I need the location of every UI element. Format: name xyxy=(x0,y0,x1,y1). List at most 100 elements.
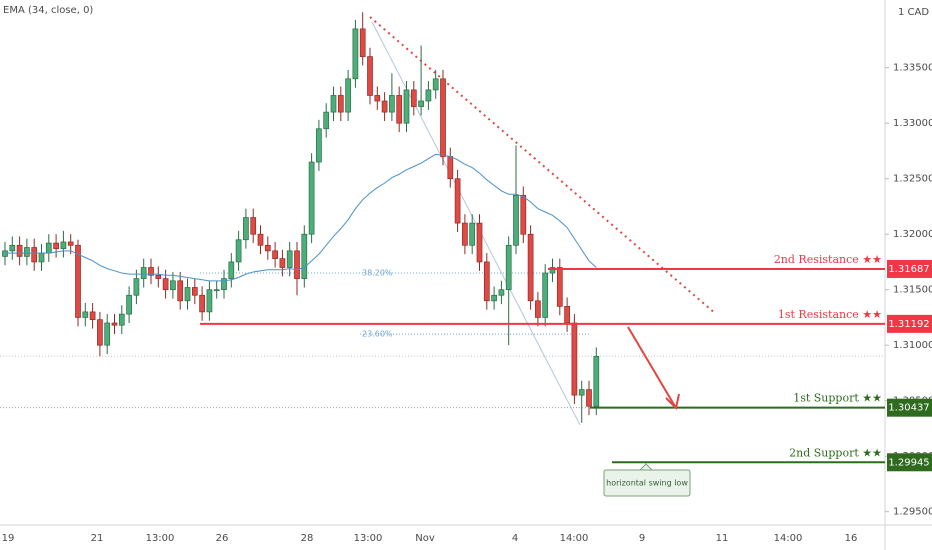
candle-body xyxy=(396,95,403,124)
candle-body xyxy=(374,95,381,102)
candle-body xyxy=(491,294,497,302)
candle-body xyxy=(578,389,585,396)
candle-body xyxy=(571,322,578,396)
price-box xyxy=(887,453,932,472)
ema-line xyxy=(5,153,597,282)
candle-body xyxy=(549,267,556,274)
candle-body xyxy=(264,244,271,252)
candle-body xyxy=(111,322,118,326)
fib-label: 23.60% xyxy=(362,330,393,339)
candle-body xyxy=(9,244,16,252)
candle-body xyxy=(257,233,264,246)
candle-body xyxy=(75,244,81,318)
candle-body xyxy=(60,241,67,249)
x-tick-label: 19 xyxy=(2,533,15,544)
x-tick-label: 11 xyxy=(716,533,729,544)
x-tick-label: 26 xyxy=(216,533,229,544)
x-tick-label: 13:00 xyxy=(354,533,383,544)
candle-body xyxy=(483,261,490,302)
candle-body xyxy=(403,89,410,124)
candle-body xyxy=(381,100,388,113)
currency-label: 1 CAD xyxy=(898,7,929,18)
fib-base-line xyxy=(371,21,581,426)
candle-body xyxy=(425,89,432,102)
candle-body xyxy=(535,300,541,318)
candle-body xyxy=(221,278,227,291)
price-box xyxy=(887,398,932,417)
candle-body xyxy=(184,287,191,302)
candle-body xyxy=(38,252,45,263)
candle-body xyxy=(235,239,242,263)
candle-body xyxy=(359,28,366,57)
price-box-label: 1.30437 xyxy=(888,403,929,414)
candle-body xyxy=(162,278,169,291)
note-pointer xyxy=(639,463,653,471)
candle-body xyxy=(272,250,278,259)
candle-body xyxy=(527,233,534,302)
x-tick-label: 21 xyxy=(91,533,104,544)
candle-body xyxy=(250,217,257,235)
note-box xyxy=(603,469,691,497)
candle-body xyxy=(279,258,286,268)
candle-body xyxy=(301,233,308,279)
candle-body xyxy=(337,95,344,113)
candle-body xyxy=(367,56,373,96)
candle-body xyxy=(476,222,483,263)
candle-body xyxy=(45,242,52,254)
candle-body xyxy=(31,247,38,263)
candle-body xyxy=(330,95,337,113)
x-tick-label: 13:00 xyxy=(146,533,175,544)
x-tick-label: 4 xyxy=(512,533,518,544)
candle-body xyxy=(454,178,461,224)
candle-body xyxy=(564,305,570,324)
candle-body xyxy=(67,241,74,246)
y-tick-label: 1.33000 xyxy=(893,118,932,129)
candle-body xyxy=(556,267,563,307)
y-tick-label: 1.31000 xyxy=(893,340,932,351)
y-tick-label: 1.32500 xyxy=(893,174,932,185)
level-label: 1st Resistance ★★ xyxy=(778,308,882,321)
projection-arrow xyxy=(627,326,680,411)
candle-body xyxy=(345,78,351,113)
candle-body xyxy=(243,217,249,241)
candle-body xyxy=(323,111,330,130)
candle-body xyxy=(520,194,527,235)
x-tick-label: 28 xyxy=(301,533,314,544)
candle-body xyxy=(418,100,424,107)
candle-body xyxy=(133,278,140,296)
candle-body xyxy=(191,287,198,296)
price-box-label: 1.31687 xyxy=(888,264,929,275)
y-tick-label: 1.31500 xyxy=(893,285,932,296)
y-tick-label: 1.29500 xyxy=(893,507,932,518)
price-box xyxy=(887,314,932,333)
y-tick-label: 1.32000 xyxy=(893,229,932,240)
candle-body xyxy=(140,267,147,279)
candle-body xyxy=(97,319,103,346)
y-tick-label: 1.33500 xyxy=(893,63,932,74)
x-tick-label: Nov xyxy=(415,533,435,544)
candle-body xyxy=(593,355,600,407)
candle-body xyxy=(148,267,154,276)
candle-body xyxy=(177,280,184,302)
candle-body xyxy=(82,311,89,318)
candle-body xyxy=(505,244,512,291)
candle-body xyxy=(308,161,315,235)
trendline xyxy=(369,16,717,315)
candle-body xyxy=(462,222,468,246)
candle-body xyxy=(447,156,454,180)
candle-body xyxy=(469,222,476,246)
price-box xyxy=(887,259,932,278)
candle-body xyxy=(16,244,23,257)
candle-body xyxy=(586,389,592,407)
indicator-label: EMA (34, close, 0) xyxy=(3,5,93,16)
candle-body xyxy=(89,311,96,321)
candle-body xyxy=(24,247,30,257)
candle-body xyxy=(352,28,359,80)
candle-body xyxy=(53,242,59,249)
candle-body xyxy=(498,289,505,296)
candle-body xyxy=(542,272,549,318)
fib-label: 38.20% xyxy=(362,269,393,278)
note-label: horizontal swing low xyxy=(606,479,688,488)
candle-body xyxy=(513,194,519,246)
